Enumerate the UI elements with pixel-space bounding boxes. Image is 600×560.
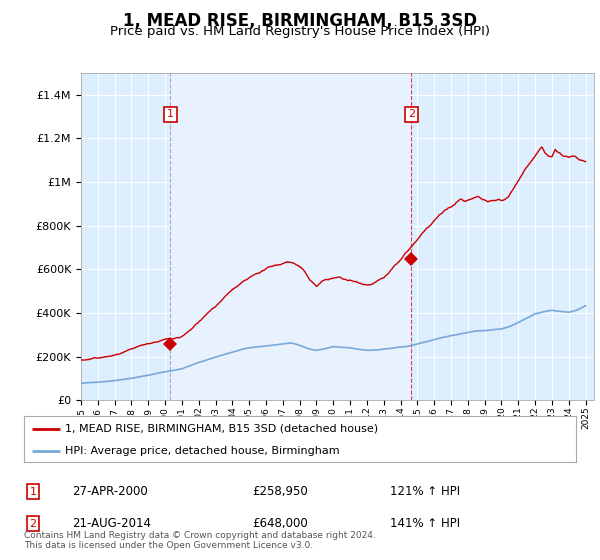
- Text: 21-AUG-2014: 21-AUG-2014: [72, 517, 151, 530]
- Text: 1, MEAD RISE, BIRMINGHAM, B15 3SD (detached house): 1, MEAD RISE, BIRMINGHAM, B15 3SD (detac…: [65, 424, 379, 434]
- Text: 2: 2: [29, 519, 37, 529]
- Text: 1: 1: [29, 487, 37, 497]
- Text: Contains HM Land Registry data © Crown copyright and database right 2024.
This d: Contains HM Land Registry data © Crown c…: [24, 530, 376, 550]
- Text: £258,950: £258,950: [252, 485, 308, 498]
- Text: Price paid vs. HM Land Registry's House Price Index (HPI): Price paid vs. HM Land Registry's House …: [110, 25, 490, 38]
- Text: 1, MEAD RISE, BIRMINGHAM, B15 3SD: 1, MEAD RISE, BIRMINGHAM, B15 3SD: [123, 12, 477, 30]
- Text: 2: 2: [408, 109, 415, 119]
- Bar: [170, 73, 412, 400]
- Text: 121% ↑ HPI: 121% ↑ HPI: [390, 485, 460, 498]
- Text: 27-APR-2000: 27-APR-2000: [72, 485, 148, 498]
- Text: £648,000: £648,000: [252, 517, 308, 530]
- Text: HPI: Average price, detached house, Birmingham: HPI: Average price, detached house, Birm…: [65, 446, 340, 455]
- Text: 141% ↑ HPI: 141% ↑ HPI: [390, 517, 460, 530]
- Text: 1: 1: [167, 109, 174, 119]
